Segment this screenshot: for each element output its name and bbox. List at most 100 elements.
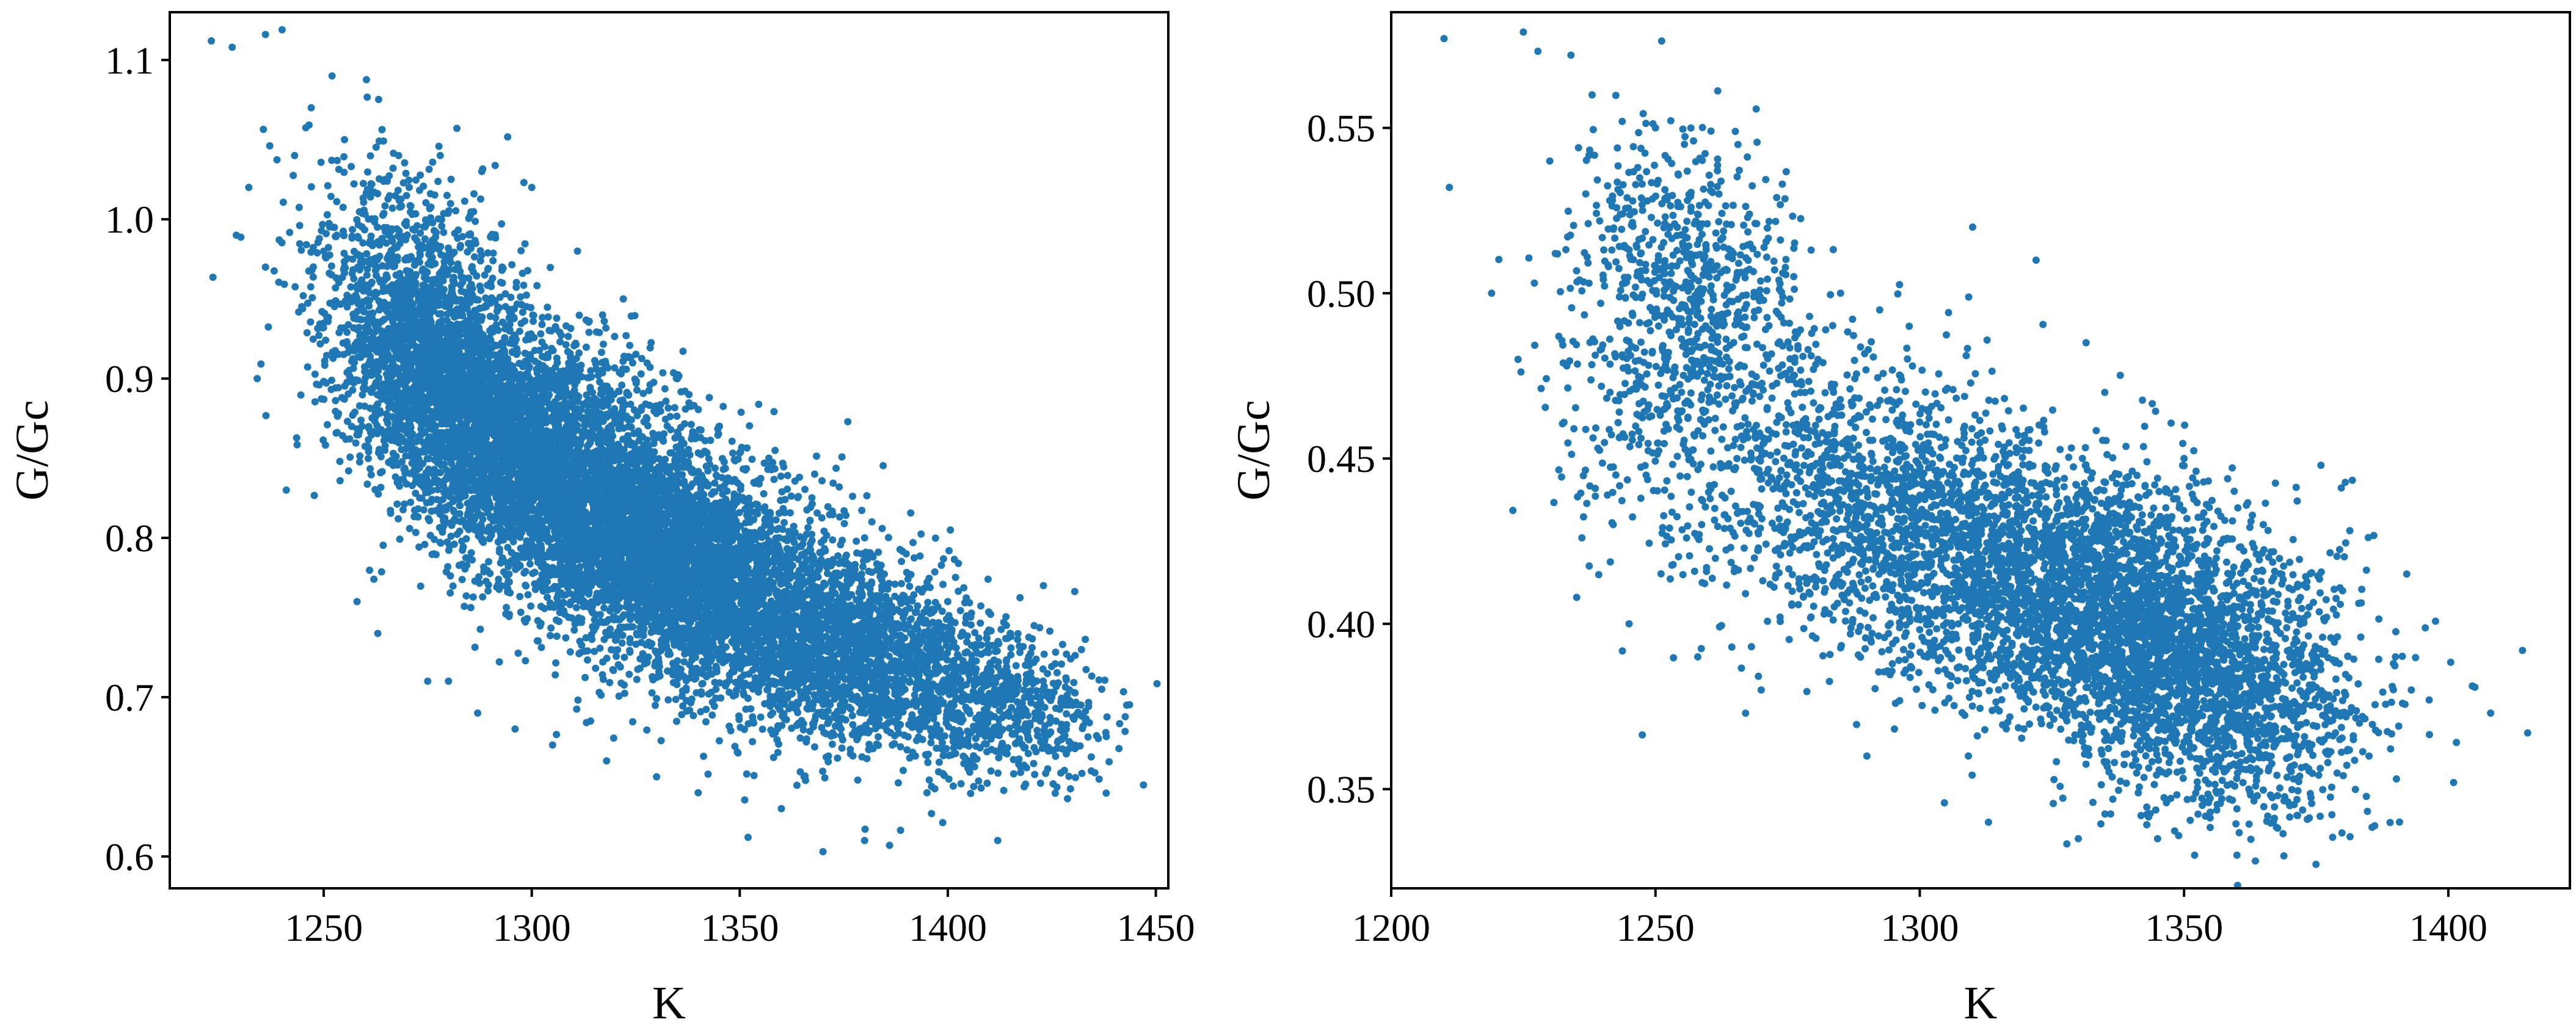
left-scatter-point xyxy=(646,363,654,371)
left-scatter-point xyxy=(316,340,324,348)
left-scatter-point xyxy=(479,538,487,546)
left-scatter-point xyxy=(819,848,827,855)
left-scatter-point xyxy=(588,636,596,643)
left-scatter-point xyxy=(564,333,572,340)
left-scatter-point xyxy=(262,411,270,419)
left-scatter-point xyxy=(520,281,528,289)
left-scatter-point xyxy=(365,455,372,462)
left-scatter-point xyxy=(407,498,415,506)
left-scatter-point xyxy=(587,437,594,444)
left-scatter-point xyxy=(341,136,349,143)
left-scatter-point xyxy=(626,647,633,654)
left-scatter-point xyxy=(562,341,570,349)
left-scatter-point xyxy=(584,656,591,664)
left-scatter-point xyxy=(626,341,634,349)
left-scatter-point xyxy=(729,449,737,457)
left-scatter-point xyxy=(415,543,423,551)
left-scatter-point xyxy=(944,598,951,606)
left-scatter-point xyxy=(759,725,766,733)
left-scatter-point xyxy=(748,455,756,463)
left-scatter-point xyxy=(573,247,581,255)
left-scatter-point xyxy=(599,675,607,683)
left-scatter-point xyxy=(467,549,475,557)
left-scatter-point xyxy=(673,412,681,420)
left-scatter-point xyxy=(396,482,404,490)
left-scatter-point xyxy=(603,757,611,765)
left-scatter-point xyxy=(613,419,620,427)
left-scatter-point xyxy=(923,789,931,797)
left-scatter-point xyxy=(307,318,315,326)
left-scatter-point xyxy=(282,486,290,494)
left-scatter-point xyxy=(476,625,484,633)
left-scatter-point xyxy=(629,718,636,726)
left-scatter-point xyxy=(531,568,539,576)
left-scatter-point xyxy=(460,518,468,526)
left-scatter-point xyxy=(611,364,619,372)
left-scatter-point xyxy=(307,104,315,112)
left-scatter-point xyxy=(575,447,583,455)
left-scatter-point xyxy=(498,554,506,562)
left-scatter-point xyxy=(552,659,560,667)
left-scatter-point xyxy=(647,339,655,347)
left-scatter-point xyxy=(886,841,893,849)
left-scatter-point xyxy=(409,482,416,490)
left-scatter-point xyxy=(650,433,658,441)
left-scatter-point xyxy=(600,317,608,325)
left-scatter-point xyxy=(619,295,627,303)
left-scatter-point xyxy=(599,311,606,319)
left-scatter-point xyxy=(620,653,628,661)
left-scatter-point xyxy=(406,524,413,532)
left-scatter-point xyxy=(598,349,605,357)
left-scatter-point xyxy=(399,506,407,513)
left-scatter-point xyxy=(304,363,311,371)
left-scatter-point xyxy=(553,354,561,362)
left-scatter-point xyxy=(627,312,635,320)
left-scatter-point xyxy=(581,524,589,532)
left-scatter-point xyxy=(293,441,301,449)
left-scatter-point xyxy=(664,696,672,704)
left-scatter-point xyxy=(564,492,572,500)
left-scatter-point xyxy=(370,575,378,583)
left-scatter-point xyxy=(467,604,475,612)
left-scatter-point xyxy=(520,554,528,562)
left-scatter-point xyxy=(600,604,608,612)
left-scatter-point xyxy=(609,667,617,675)
left-scatter-point xyxy=(531,347,539,354)
left-scatter-point xyxy=(228,43,236,51)
left-scatter-point xyxy=(379,542,387,549)
left-scatter-point xyxy=(537,330,545,338)
left-scatter-point xyxy=(553,731,561,739)
left-scatter-point xyxy=(525,352,533,360)
left-scatter-point xyxy=(506,493,514,501)
left-scatter-point xyxy=(602,324,610,332)
left-scatter-point xyxy=(572,545,580,553)
left-scatter-point xyxy=(600,340,607,348)
left-scatter-point xyxy=(293,434,300,442)
left-scatter-point xyxy=(813,452,820,460)
left-scatter-point xyxy=(564,444,572,452)
left-scatter-point xyxy=(581,427,589,435)
left-scatter-point xyxy=(860,534,868,542)
left-scatter-point xyxy=(648,689,656,697)
left-scatter-point xyxy=(478,512,486,520)
left-scatter-point xyxy=(459,543,467,551)
left-scatter-point xyxy=(619,357,627,365)
left-scatter-point xyxy=(787,492,795,500)
left-scatter-point xyxy=(336,457,344,465)
left-scatter-point xyxy=(437,539,445,547)
left-scatter-point xyxy=(353,598,361,606)
left-scatter-point xyxy=(573,705,581,713)
left-scatter-point xyxy=(545,327,553,335)
left-scatter-point xyxy=(566,648,574,656)
left-scatter-point xyxy=(632,379,640,387)
left-scatter-point xyxy=(694,789,702,797)
left-scatter-point xyxy=(721,465,729,473)
left-scatter-point xyxy=(625,391,633,399)
left-scatter-point xyxy=(583,719,591,727)
left-scatter-point xyxy=(495,548,503,556)
left-scatter-point xyxy=(469,593,477,601)
left-scatter-point xyxy=(687,421,695,429)
left-scatter-point xyxy=(507,294,515,301)
